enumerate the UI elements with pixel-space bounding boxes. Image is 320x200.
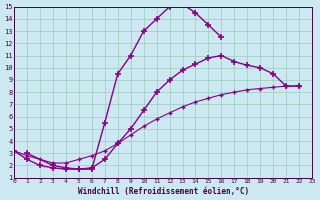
X-axis label: Windchill (Refroidissement éolien,°C): Windchill (Refroidissement éolien,°C)	[77, 187, 249, 196]
